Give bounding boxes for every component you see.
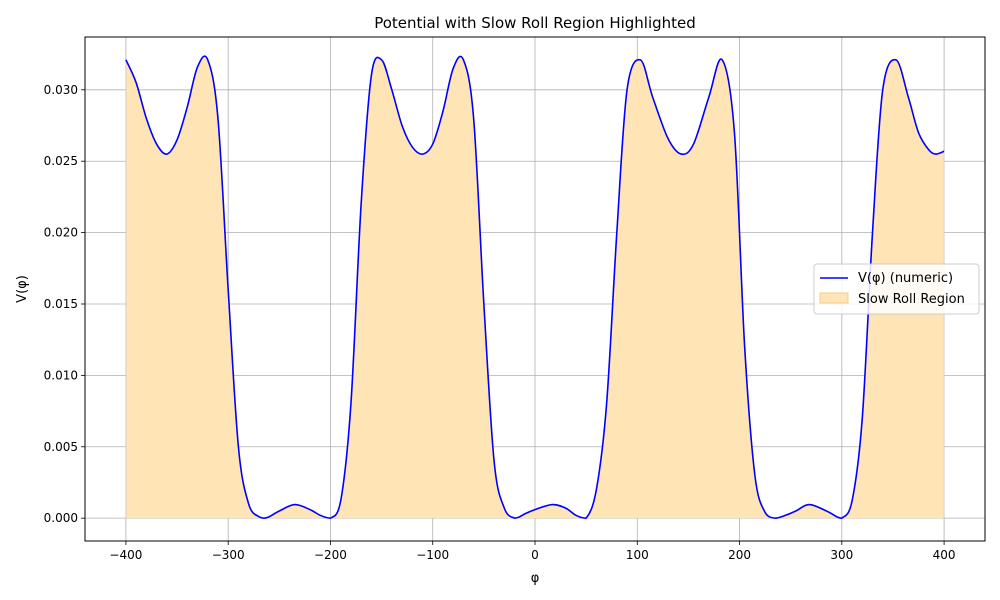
legend-box (813, 263, 980, 315)
legend-fill-label: Slow Roll Region (858, 292, 965, 307)
x-tick-label: 200 (728, 548, 751, 562)
x-tick-label: 400 (933, 548, 956, 562)
x-tick-label: −300 (212, 548, 245, 562)
legend-fill-swatch (819, 292, 849, 304)
x-axis-ticks: −400 −300 −200 −100 0 100 200 300 400 (109, 541, 956, 562)
y-tick-label: 0.000 (44, 511, 78, 525)
y-tick-label: 0.025 (44, 154, 78, 168)
y-axis-label: V(φ) (15, 275, 30, 303)
x-tick-label: −400 (109, 548, 142, 562)
legend-line-label: V(φ) (numeric) (858, 271, 953, 286)
y-tick-label: 0.020 (44, 226, 78, 240)
y-tick-label: 0.005 (44, 440, 78, 454)
x-axis-label: φ (531, 571, 540, 586)
legend: V(φ) (numeric) Slow Roll Region (813, 263, 980, 315)
x-tick-label: −100 (416, 548, 449, 562)
y-axis-ticks: 0.000 0.005 0.010 0.015 0.020 0.025 0.030 (44, 83, 85, 525)
x-tick-label: 100 (626, 548, 649, 562)
x-tick-label: 0 (531, 548, 539, 562)
x-tick-label: −200 (314, 548, 347, 562)
potential-line (125, 55, 945, 519)
chart-title: Potential with Slow Roll Region Highligh… (374, 14, 696, 32)
y-tick-label: 0.030 (44, 83, 78, 97)
x-tick-label: 300 (830, 548, 853, 562)
slow-roll-fill-layer (125, 56, 945, 519)
y-tick-label: 0.015 (44, 297, 78, 311)
y-tick-label: 0.010 (44, 368, 78, 382)
slow-roll-region-fill (125, 56, 945, 519)
potential-line-layer (125, 55, 945, 519)
